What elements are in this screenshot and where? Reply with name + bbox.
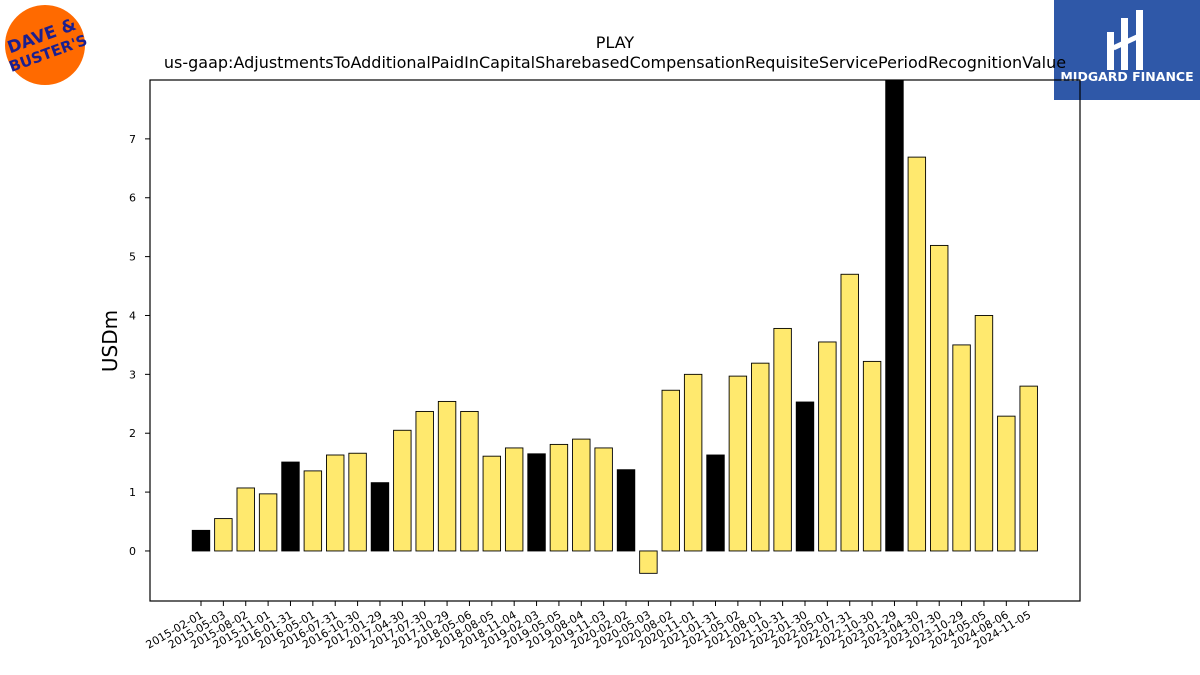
chart-title: PLAY (596, 33, 635, 52)
bar-2021-01-31 (706, 454, 725, 552)
chart-subtitle: us-gaap:AdjustmentsToAdditionalPaidInCap… (164, 53, 1066, 72)
y-tick-label: 3 (129, 368, 136, 381)
plot-frame (149, 79, 1081, 602)
company-logo-circle (5, 5, 85, 85)
bar-2024-11-05 (1019, 385, 1038, 552)
bar-2019-02-03 (527, 453, 546, 552)
bar-2018-11-04 (504, 447, 524, 552)
company-logo: DAVE & BUSTER'S (5, 5, 90, 85)
bar-2015-08-02 (236, 487, 255, 552)
bar-2024-08-06 (997, 415, 1016, 552)
y-axis-label: USDm (98, 310, 122, 372)
bar-2020-08-02 (661, 389, 680, 552)
y-ticks-group: 0 1 2 3 4 5 6 7 (129, 133, 150, 558)
midgard-logo-text: MIDGARD FINANCE (1060, 69, 1193, 84)
bar-2016-05-01 (303, 470, 323, 552)
bar-2017-10-29 (437, 400, 457, 552)
bar-2022-10-30 (862, 360, 882, 552)
bar-2017-04-30 (393, 429, 412, 552)
bar-2015-11-01 (258, 493, 278, 552)
bar-2016-01-31 (281, 461, 300, 552)
midgard-logo: MIDGARD FINANCE (1054, 0, 1200, 100)
bar-2023-01-29 (885, 79, 904, 552)
bar-2023-10-29 (952, 344, 971, 552)
bar-2016-10-30 (348, 452, 367, 552)
bar-2018-08-05 (482, 455, 502, 552)
bar-2017-07-30 (415, 410, 434, 552)
bar-2021-08-01 (751, 362, 770, 552)
bar-2019-05-05 (549, 443, 569, 552)
bar-2019-11-03 (594, 447, 613, 552)
bar-2020-05-03 (639, 550, 658, 574)
bar-2015-02-01 (191, 529, 211, 552)
y-tick-label: 2 (129, 427, 136, 440)
bar-2019-08-04 (572, 438, 591, 552)
y-tick-label: 1 (129, 486, 136, 499)
bar-2022-07-31 (840, 273, 859, 552)
bar-2022-05-01 (818, 341, 837, 552)
bar-2020-02-02 (616, 469, 636, 552)
bar-2020-11-01 (683, 373, 703, 552)
y-tick-label: 5 (129, 251, 136, 264)
y-tick-label: 7 (129, 133, 136, 146)
bar-2017-01-29 (370, 482, 390, 552)
bar-2021-10-31 (773, 327, 792, 552)
midgard-mark-icon (1107, 10, 1143, 70)
bar-2016-07-31 (326, 454, 345, 552)
y-tick-label: 6 (129, 192, 136, 205)
y-tick-label: 0 (129, 545, 136, 558)
bar-2024-05-05 (974, 315, 994, 552)
bar-2022-01-30 (795, 401, 815, 552)
x-ticks-group: 2015-02-012015-05-032015-08-022015-11-01… (144, 601, 1033, 652)
y-tick-label: 4 (129, 309, 136, 322)
bars-group (191, 79, 1038, 574)
bar-2015-05-03 (214, 518, 233, 552)
bar-2023-07-30 (930, 244, 949, 552)
bar-2023-04-30 (907, 156, 927, 552)
bar-2018-05-06 (460, 410, 479, 552)
bar-2021-05-02 (728, 375, 748, 552)
